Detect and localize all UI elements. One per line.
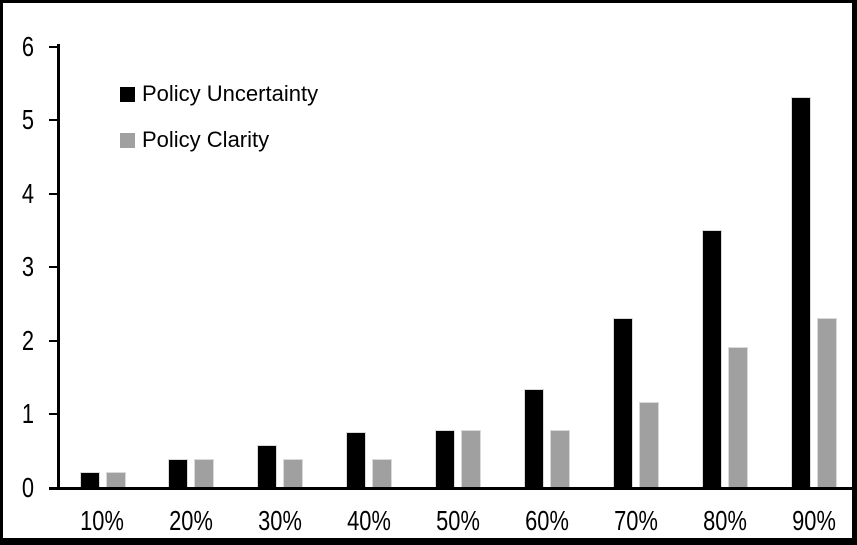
legend-item-policy-uncertainty: Policy Uncertainty xyxy=(120,83,318,105)
bar-policy-clarity-30% xyxy=(283,459,304,487)
x-tick-label: 60% xyxy=(525,505,569,536)
y-tick-label: 1 xyxy=(21,398,34,430)
x-tick-label: 10% xyxy=(80,505,125,536)
y-tick-mark xyxy=(49,45,58,48)
x-tick-label: 30% xyxy=(258,505,303,536)
y-tick-label: 5 xyxy=(21,104,34,136)
bar-policy-clarity-10% xyxy=(105,472,126,487)
black-square-icon xyxy=(120,86,135,102)
bar-policy-clarity-90% xyxy=(816,317,837,487)
bar-policy-clarity-70% xyxy=(638,402,659,487)
y-tick-mark xyxy=(49,413,58,416)
x-tick-label: 20% xyxy=(169,505,214,536)
bar-policy-clarity-60% xyxy=(550,430,570,487)
x-tick-label: 90% xyxy=(791,505,836,536)
legend-label: Policy Uncertainty xyxy=(142,81,319,106)
bar-policy-clarity-80% xyxy=(727,347,748,487)
y-tick-label: 2 xyxy=(21,324,34,356)
legend: Policy Uncertainty Policy Clarity xyxy=(120,83,318,151)
gray-square-icon xyxy=(120,132,135,148)
bar-policy-uncertainty-30% xyxy=(257,445,278,487)
x-tick-label: 50% xyxy=(436,505,480,536)
bar-policy-uncertainty-20% xyxy=(168,459,189,487)
y-tick-mark xyxy=(49,266,58,269)
bar-policy-clarity-50% xyxy=(461,430,482,487)
y-tick-mark xyxy=(49,192,58,195)
bar-policy-clarity-40% xyxy=(372,459,393,487)
x-axis-line xyxy=(49,487,852,490)
bar-policy-uncertainty-90% xyxy=(790,97,811,487)
bar-policy-clarity-20% xyxy=(194,459,215,487)
x-tick-label: 40% xyxy=(347,505,392,536)
legend-label: Policy Clarity xyxy=(142,127,270,152)
y-axis-line xyxy=(57,44,60,489)
x-tick-label: 70% xyxy=(614,505,658,536)
x-tick-label: 80% xyxy=(702,505,747,536)
bar-policy-uncertainty-10% xyxy=(79,472,100,487)
bar-policy-uncertainty-40% xyxy=(346,431,367,487)
y-tick-label: 3 xyxy=(21,251,34,283)
y-tick-label: 0 xyxy=(21,472,34,503)
y-tick-label: 6 xyxy=(21,30,34,62)
y-tick-mark xyxy=(49,487,58,489)
y-tick-mark xyxy=(49,119,58,122)
y-tick-label: 4 xyxy=(21,177,34,209)
bar-policy-uncertainty-80% xyxy=(701,229,722,487)
legend-item-policy-clarity: Policy Clarity xyxy=(120,129,318,151)
bar-policy-uncertainty-50% xyxy=(435,430,456,487)
y-tick-mark xyxy=(49,339,58,342)
bar-policy-uncertainty-60% xyxy=(524,389,544,487)
bar-policy-uncertainty-70% xyxy=(612,317,633,487)
